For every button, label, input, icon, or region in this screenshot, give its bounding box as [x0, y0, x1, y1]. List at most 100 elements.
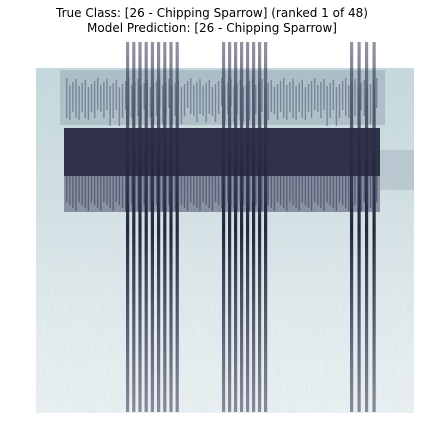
tick-upper-2 [72, 82, 74, 112]
tick-upper-17 [118, 87, 121, 126]
tick-upper-6 [84, 80, 86, 118]
tick-upper-21 [131, 85, 133, 118]
tick-lower-95 [360, 176, 362, 211]
tick-upper-84 [326, 86, 328, 126]
tick-upper-9 [93, 81, 96, 118]
tick-upper-82 [320, 82, 322, 118]
tick-upper-29 [155, 81, 158, 116]
tick-upper-85 [329, 83, 331, 118]
tick-upper-80 [314, 78, 316, 110]
tick-lower-85 [329, 176, 331, 205]
tick-lower-82 [320, 176, 322, 208]
tick-upper-60 [252, 78, 254, 112]
tick-lower-19 [124, 176, 127, 211]
tick-lower-22 [134, 176, 136, 208]
tick-upper-23 [137, 79, 139, 116]
tick-lower-18 [121, 176, 124, 208]
tick-lower-55 [236, 176, 238, 211]
tick-upper-47 [211, 87, 214, 116]
tick-lower-98 [369, 176, 372, 208]
tick-lower-100 [376, 176, 378, 202]
stripe-1-4 [246, 42, 250, 412]
tick-upper-46 [208, 80, 210, 114]
tick-lower-64 [264, 176, 266, 202]
tick-lower-79 [310, 176, 313, 211]
tick-upper-28 [152, 84, 155, 124]
tick-upper-90 [345, 78, 347, 116]
tick-lower-71 [286, 176, 288, 211]
tick-upper-70 [283, 78, 285, 118]
tick-upper-66 [270, 80, 272, 112]
tick-upper-43 [199, 79, 201, 114]
upper-ticks [66, 78, 378, 211]
tick-upper-5 [81, 83, 83, 112]
tick-lower-89 [341, 176, 344, 205]
tick-lower-81 [317, 176, 319, 205]
tick-lower-6 [84, 176, 86, 208]
tick-upper-99 [372, 81, 375, 116]
tick-upper-78 [307, 84, 310, 112]
tick-lower-7 [87, 176, 90, 211]
tick-upper-10 [97, 78, 99, 110]
stripe-0-0 [126, 42, 130, 412]
tick-upper-81 [317, 85, 319, 112]
tick-upper-24 [140, 86, 142, 118]
tick-lower-69 [279, 176, 282, 205]
stripe-2-1 [357, 42, 361, 412]
tick-lower-57 [242, 176, 245, 205]
stripe-0-8 [175, 42, 179, 412]
tick-upper-76 [301, 80, 303, 118]
tick-upper-68 [276, 84, 279, 120]
tick-lower-59 [248, 176, 251, 211]
tick-lower-48 [214, 176, 217, 202]
tick-upper-19 [124, 81, 127, 110]
stripe-0-5 [157, 42, 161, 412]
tick-upper-89 [341, 81, 344, 110]
stripe-1-3 [240, 42, 244, 412]
tick-upper-14 [109, 86, 111, 126]
tick-upper-57 [242, 87, 245, 122]
tick-lower-43 [199, 176, 201, 211]
tick-upper-33 [168, 79, 170, 108]
tick-lower-35 [174, 176, 176, 211]
tick-upper-94 [357, 86, 359, 118]
tick-lower-1 [69, 176, 71, 205]
tick-lower-20 [128, 176, 130, 202]
tick-lower-96 [363, 176, 365, 202]
stripe-1-7 [264, 42, 268, 412]
tick-lower-47 [211, 176, 214, 211]
tick-lower-97 [366, 176, 369, 205]
tick-upper-39 [186, 81, 189, 108]
tick-upper-72 [289, 82, 291, 112]
tick-lower-83 [323, 176, 325, 211]
tick-lower-41 [193, 176, 195, 205]
tick-upper-65 [267, 83, 269, 120]
tick-lower-14 [109, 176, 111, 208]
tick-lower-80 [314, 176, 316, 202]
tick-lower-31 [162, 176, 164, 211]
tick-upper-48 [214, 84, 217, 122]
tick-lower-36 [177, 176, 179, 202]
tick-upper-88 [338, 84, 341, 118]
tick-upper-45 [205, 83, 207, 122]
stripe-2-3 [372, 42, 376, 412]
tick-lower-4 [78, 176, 80, 202]
tick-upper-7 [87, 87, 90, 120]
tick-lower-46 [208, 176, 210, 208]
tick-lower-29 [155, 176, 158, 205]
tick-upper-55 [236, 83, 238, 114]
tick-lower-30 [159, 176, 161, 208]
tick-lower-75 [298, 176, 300, 211]
model-prediction-title: Model Prediction: [26 - Chipping Sparrow… [87, 21, 337, 35]
tick-lower-34 [171, 176, 173, 208]
tick-lower-32 [165, 176, 167, 202]
tick-upper-15 [112, 83, 114, 118]
right-smudge [380, 150, 414, 190]
tick-lower-52 [227, 176, 229, 202]
tick-lower-39 [186, 176, 189, 211]
tick-lower-54 [233, 176, 235, 208]
tick-upper-27 [149, 87, 152, 118]
tick-upper-62 [258, 82, 260, 120]
stripe-1-0 [222, 42, 226, 412]
